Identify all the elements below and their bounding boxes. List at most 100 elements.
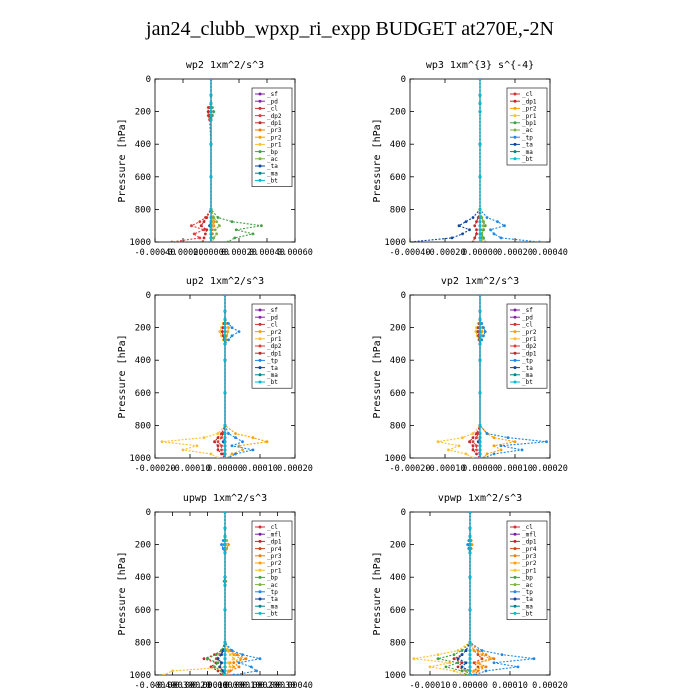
data-point-bt — [478, 318, 482, 321]
x-tick-label: -0.00040 — [135, 681, 176, 691]
data-point-dp1 — [475, 432, 478, 435]
data-point-dp1 — [199, 224, 203, 228]
data-point-bt — [209, 118, 213, 122]
data-point-bp — [436, 657, 440, 661]
y-tick-label: 0 — [146, 508, 151, 518]
legend-marker — [258, 322, 262, 326]
data-point-dp1 — [216, 436, 220, 440]
data-point-tp — [492, 232, 496, 236]
legend-label: _pr2 — [267, 329, 282, 336]
data-point-bt — [209, 228, 213, 232]
legend-label: _ac — [267, 156, 278, 163]
data-point-pr1 — [471, 456, 475, 458]
data-point-bt — [478, 436, 482, 440]
legend-label: _ac — [267, 582, 278, 589]
data-point-dp2 — [475, 448, 478, 452]
data-point-bt — [223, 551, 227, 555]
data-point-dp2 — [471, 440, 475, 444]
data-point-bt — [468, 539, 472, 542]
data-point-dp1 — [213, 440, 216, 444]
data-point-pr1 — [461, 436, 464, 440]
data-point-bt — [478, 444, 482, 448]
data-point-dp1 — [475, 452, 478, 456]
data-point-tp — [255, 669, 258, 673]
data-point-tp — [227, 456, 230, 458]
data-point-ta — [218, 665, 222, 669]
data-point-dp2 — [216, 440, 220, 444]
legend-label: _bt — [522, 379, 533, 386]
legend-marker — [513, 121, 517, 125]
data-point-bt — [468, 547, 472, 551]
legend-label: _pr3 — [267, 553, 282, 560]
legend-label: _pr3 — [522, 553, 537, 560]
data-point-dp1 — [201, 240, 204, 242]
y-tick-label: 0 — [146, 75, 151, 85]
legend-marker — [513, 135, 517, 139]
y-tick-label: 200 — [390, 324, 406, 334]
data-point-pr1 — [216, 432, 220, 435]
data-point-bt — [209, 236, 213, 240]
x-tick-label: 0.00060 — [277, 248, 313, 258]
legend-marker — [513, 532, 517, 536]
data-point-pr3 — [476, 669, 480, 673]
legend-marker — [258, 380, 262, 384]
data-point-bt — [478, 236, 482, 240]
data-point-bt — [468, 608, 472, 612]
legend-label: _pr4 — [522, 546, 537, 553]
y-tick-label: 1000 — [129, 671, 151, 681]
legend-label: _pd — [267, 314, 278, 321]
data-point-dp1 — [202, 236, 206, 240]
legend-label: _pr2 — [522, 329, 537, 336]
data-point-dp1 — [221, 326, 225, 329]
data-point-bt — [223, 673, 227, 675]
data-point-pr1 — [209, 452, 213, 456]
data-point-bt — [478, 358, 482, 362]
data-point-tp — [249, 665, 253, 669]
data-point-bt — [478, 208, 482, 211]
data-point-bt — [478, 326, 482, 329]
data-point-bt — [478, 220, 482, 224]
legend-marker — [258, 337, 262, 341]
series-group — [436, 295, 548, 458]
y-tick-label: 600 — [390, 606, 406, 616]
data-point-dp2 — [192, 232, 196, 236]
data-point-ta — [450, 236, 454, 240]
data-point-bt — [468, 543, 472, 546]
data-point-dp1 — [216, 669, 220, 673]
legend-label: _dp1 — [267, 120, 282, 127]
y-tick-label: 400 — [390, 140, 406, 150]
legend-marker — [513, 106, 517, 110]
data-point-bt — [468, 526, 472, 530]
data-point-pr2 — [230, 452, 234, 456]
data-point-dp2 — [220, 444, 223, 448]
data-point-tp — [234, 436, 237, 440]
legend-marker — [513, 597, 517, 601]
legend-marker — [258, 554, 262, 558]
data-point-pr1 — [447, 448, 450, 452]
chart-title: upwp 1xm^2/s^3 — [183, 493, 267, 504]
data-point-bt — [223, 391, 227, 395]
legend-label: _sf — [522, 307, 533, 314]
data-point-dp1 — [471, 240, 475, 242]
legend-label: _ma — [522, 372, 533, 379]
data-point-dp2 — [475, 444, 478, 448]
legend-marker — [513, 561, 517, 565]
data-point-bt — [223, 295, 227, 297]
legend-marker — [258, 547, 262, 551]
data-point-pr2 — [480, 665, 484, 669]
data-point-dp1 — [471, 436, 475, 440]
legend-label: _ma — [267, 372, 278, 379]
chart-panel: up2 1xm^2/s^3 Pressure [hPa] 0 200 400 600 800… — [117, 276, 313, 474]
series-group — [170, 79, 263, 242]
data-point-tp — [234, 452, 237, 456]
series-line-ta — [457, 512, 471, 675]
data-point-bt — [478, 240, 482, 242]
data-point-bt — [209, 93, 213, 97]
series-group — [412, 512, 536, 675]
legend-marker — [513, 92, 517, 96]
data-point-tp — [227, 432, 230, 435]
legend-marker — [513, 604, 517, 608]
legend-marker — [258, 583, 262, 587]
data-point-bt — [223, 326, 227, 329]
data-point-ta — [460, 665, 464, 669]
